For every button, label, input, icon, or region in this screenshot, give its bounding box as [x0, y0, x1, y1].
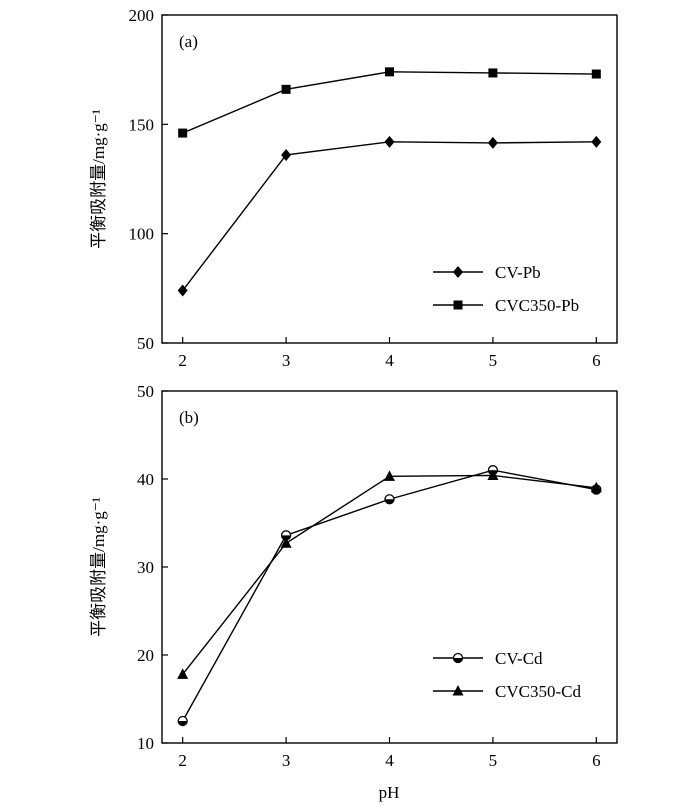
legend-marker	[453, 266, 463, 278]
y-axis-title: 平衡吸附量/mg·g⁻¹	[89, 497, 108, 637]
series-line	[182, 474, 597, 675]
data-point	[591, 69, 601, 79]
legend-label: CVC350-Pb	[495, 296, 579, 315]
data-point	[385, 67, 394, 77]
legend-marker	[452, 685, 464, 696]
y-tick-label: 100	[129, 225, 155, 244]
x-tick-label: 4	[385, 351, 394, 370]
legend-marker-fill	[453, 658, 463, 663]
legend-label: CV-Pb	[495, 263, 541, 282]
x-tick-label: 2	[178, 351, 187, 370]
data-point	[281, 148, 292, 161]
data-point	[177, 668, 189, 679]
x-axis-title: pH	[379, 783, 400, 802]
data-point	[590, 481, 602, 493]
panel-label: (a)	[179, 32, 198, 51]
legend-marker	[453, 300, 463, 310]
x-tick-label: 3	[282, 351, 291, 370]
data-point	[487, 136, 498, 149]
data-point	[384, 494, 395, 505]
y-tick-label: 30	[137, 558, 154, 577]
y-tick-label: 150	[129, 115, 155, 134]
legend-marker	[452, 652, 464, 664]
y-tick-label: 20	[137, 646, 154, 665]
data-point	[487, 469, 499, 480]
legend-label: CV-Cd	[495, 649, 543, 668]
data-point	[591, 135, 602, 148]
panel-label: (b)	[179, 408, 199, 427]
data-point	[177, 284, 188, 297]
y-tick-label: 50	[137, 382, 154, 401]
series-line	[182, 71, 597, 134]
data-point	[488, 68, 498, 78]
axes-frame	[161, 14, 618, 344]
data-point-fill	[385, 499, 394, 504]
x-tick-label: 4	[385, 751, 394, 770]
x-tick-label: 6	[592, 751, 601, 770]
x-tick-label: 6	[592, 351, 601, 370]
y-tick-label: 50	[137, 334, 154, 353]
data-point	[384, 135, 395, 148]
x-tick-label: 2	[178, 751, 187, 770]
y-tick-label: 10	[137, 734, 154, 753]
data-point	[280, 537, 292, 548]
y-axis-title: 平衡吸附量/mg·g⁻¹	[89, 109, 108, 249]
x-tick-label: 5	[489, 751, 498, 770]
panel-b: 2 3 4 5 6 10 20 30 40 50 (b) 平衡吸附量/mg·g⁻¹ CV-Cd CVC35…	[89, 382, 618, 770]
x-tick-label: 3	[282, 751, 291, 770]
data-point	[281, 84, 291, 94]
panel-a: 2 3 4 5 6 50 100 150 200 (a) 平衡吸附量/mg·g⁻¹ CV-Pb CVC3…	[89, 6, 618, 370]
data-point	[177, 715, 188, 727]
x-tick-label: 5	[489, 351, 498, 370]
y-tick-label: 200	[129, 6, 155, 25]
data-point	[178, 128, 188, 138]
data-point-fill	[178, 721, 188, 726]
data-point	[384, 470, 395, 481]
legend-label: CVC350-Cd	[495, 682, 581, 701]
y-tick-label: 40	[137, 470, 154, 489]
